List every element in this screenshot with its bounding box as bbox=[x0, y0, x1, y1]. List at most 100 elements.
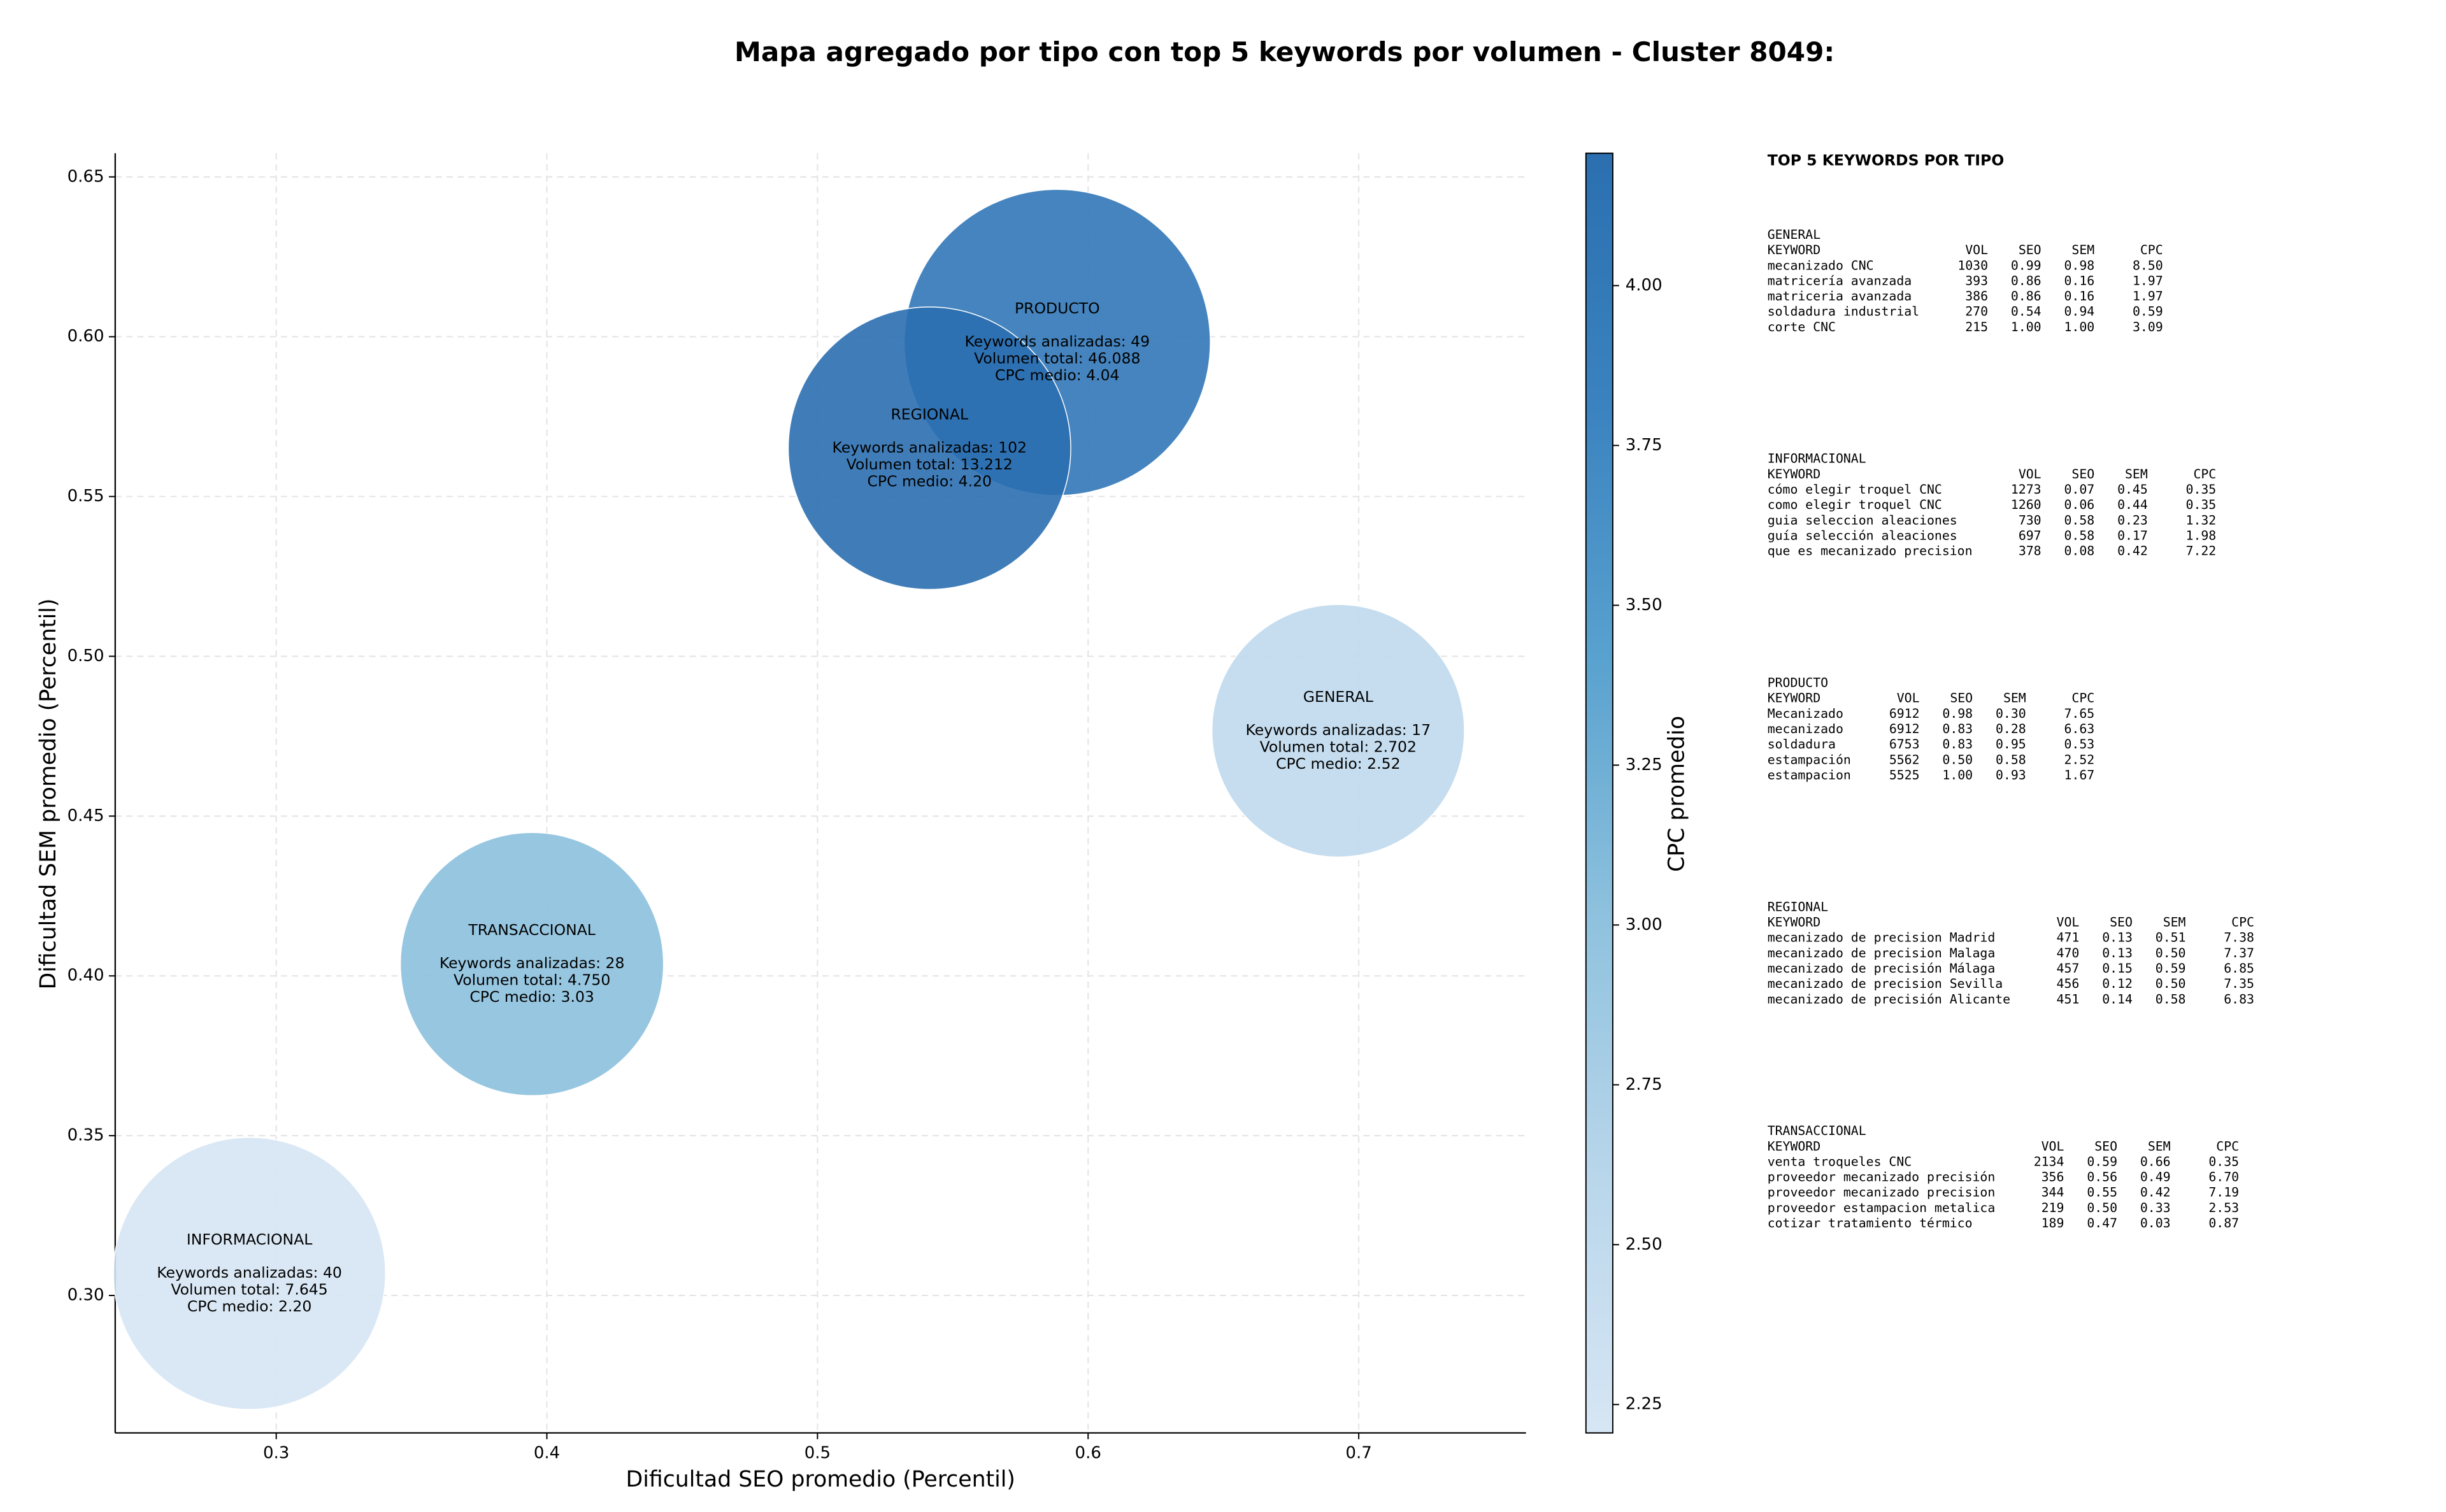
table-cell: proveedor estampacion metalica bbox=[1768, 1201, 1996, 1215]
table-cell: 6912 bbox=[1889, 722, 1920, 736]
table-cell: 470 bbox=[2057, 946, 2080, 960]
table-cell: 0.59 bbox=[2087, 1154, 2117, 1169]
colorbar-tick-label: 2.50 bbox=[1626, 1235, 1663, 1254]
table-cell: 0.44 bbox=[2117, 497, 2148, 512]
table-header: SEM bbox=[2163, 915, 2186, 929]
section-name: INFORMACIONAL bbox=[1768, 452, 1866, 466]
table-cell: 0.83 bbox=[1942, 722, 1973, 736]
table-cell: 1.97 bbox=[2133, 289, 2163, 304]
table-header: CPC bbox=[2231, 915, 2254, 929]
table-cell: 3.09 bbox=[2133, 320, 2163, 334]
table-cell: mecanizado de precisión Málaga bbox=[1768, 961, 1996, 976]
table-header: SEO bbox=[1950, 691, 1973, 706]
table-cell: 0.58 bbox=[2156, 992, 2186, 1006]
table-cell: 0.16 bbox=[2064, 273, 2094, 288]
table-cell: 0.55 bbox=[2087, 1185, 2117, 1200]
table-cell: 1.00 bbox=[1942, 767, 1973, 782]
table-cell: 0.03 bbox=[2140, 1216, 2171, 1230]
table-cell: 1273 bbox=[2011, 482, 2042, 497]
bubble-annotation: Volumen total: 7.645 bbox=[171, 1280, 327, 1298]
x-tick-label: 0.4 bbox=[534, 1444, 560, 1463]
table-cell: 0.28 bbox=[1996, 722, 2026, 736]
table-cell: 457 bbox=[2057, 961, 2080, 976]
table-cell: 471 bbox=[2057, 931, 2080, 945]
bubble-annotation: Keywords analizadas: 49 bbox=[964, 332, 1150, 350]
table-cell: 0.95 bbox=[1996, 737, 2026, 752]
table-cell: 0.35 bbox=[2208, 1154, 2239, 1169]
table-cell: 0.83 bbox=[1942, 737, 1973, 752]
table-cell: 1.00 bbox=[2011, 320, 2042, 334]
table-cell: 2.53 bbox=[2208, 1201, 2239, 1215]
table-header: SEO bbox=[2019, 243, 2042, 257]
table-cell: 6.83 bbox=[2224, 992, 2254, 1006]
table-cell: 6.85 bbox=[2224, 961, 2254, 976]
table-header: CPC bbox=[2140, 243, 2163, 257]
table-header: VOL bbox=[2019, 467, 2042, 481]
bubble-annotation: Keywords analizadas: 40 bbox=[157, 1264, 342, 1281]
table-cell: mecanizado de precisión Alicante bbox=[1768, 992, 2010, 1006]
table-cell: soldadura bbox=[1768, 737, 1836, 752]
table-cell: mecanizado CNC bbox=[1768, 258, 1874, 273]
x-tick-label: 0.5 bbox=[805, 1444, 831, 1463]
table-cell: 0.35 bbox=[2186, 497, 2217, 512]
table-cell: 0.30 bbox=[1996, 706, 2026, 721]
table-header: SEO bbox=[2110, 915, 2133, 929]
colorbar-tick-label: 3.50 bbox=[1626, 596, 1663, 615]
table-cell: proveedor mecanizado precision bbox=[1768, 1185, 1996, 1200]
table-cell: 0.54 bbox=[2011, 304, 2042, 319]
table-cell: 0.87 bbox=[2208, 1216, 2239, 1230]
table-cell: 0.49 bbox=[2140, 1170, 2171, 1185]
table-cell: 7.38 bbox=[2224, 931, 2254, 945]
table-cell: 7.37 bbox=[2224, 946, 2254, 960]
table-header: SEM bbox=[2148, 1139, 2171, 1153]
bubble bbox=[113, 1137, 386, 1410]
bubble-annotation: Volumen total: 13.212 bbox=[847, 455, 1013, 473]
table-cell: 0.13 bbox=[2102, 931, 2133, 945]
bubble bbox=[787, 306, 1071, 590]
table-cell: 0.35 bbox=[2186, 482, 2217, 497]
table-cell: cotizar tratamiento térmico bbox=[1768, 1216, 1973, 1230]
table-cell: 0.51 bbox=[2156, 931, 2186, 945]
table-cell: 2.52 bbox=[2064, 752, 2094, 767]
table-cell: mecanizado de precision Sevilla bbox=[1768, 976, 2003, 991]
y-tick-label: 0.55 bbox=[68, 487, 104, 506]
y-tick-label: 0.45 bbox=[68, 806, 104, 825]
table-header: VOL bbox=[1897, 691, 1920, 706]
table-cell: 386 bbox=[1965, 289, 1988, 304]
bubble-annotation: Keywords analizadas: 28 bbox=[440, 954, 625, 972]
bubble bbox=[399, 832, 664, 1096]
table-cell: 215 bbox=[1965, 320, 1988, 334]
table-header: KEYWORD bbox=[1768, 691, 1820, 706]
table-cell: 0.23 bbox=[2117, 513, 2148, 527]
table-cell: 1260 bbox=[2011, 497, 2042, 512]
table-cell: mecanizado de precision Malaga bbox=[1768, 946, 1996, 960]
bubble-annotation: CPC medio: 4.20 bbox=[868, 472, 992, 490]
y-tick-label: 0.40 bbox=[68, 966, 104, 985]
table-cell: 7.35 bbox=[2224, 976, 2254, 991]
table-cell: 378 bbox=[2019, 544, 2042, 559]
section-name: PRODUCTO bbox=[1768, 676, 1828, 690]
bubble-annotation: Keywords analizadas: 102 bbox=[832, 438, 1027, 456]
table-cell: matricería avanzada bbox=[1768, 273, 1912, 288]
table-cell: 0.15 bbox=[2102, 961, 2133, 976]
table-cell: 0.17 bbox=[2117, 529, 2148, 543]
bubble-name: REGIONAL bbox=[890, 405, 968, 423]
table-cell: 7.22 bbox=[2186, 544, 2217, 559]
table-cell: cómo elegir troquel CNC bbox=[1768, 482, 1942, 497]
table-header: SEO bbox=[2071, 467, 2094, 481]
table-cell: 1.67 bbox=[2064, 767, 2094, 782]
table-header: VOL bbox=[2042, 1139, 2064, 1153]
bubble-annotation: Volumen total: 46.088 bbox=[974, 350, 1140, 367]
table-cell: 2134 bbox=[2034, 1154, 2064, 1169]
table-cell: guia seleccion aleaciones bbox=[1768, 513, 1957, 527]
colorbar-tick-label: 3.25 bbox=[1626, 755, 1663, 774]
colorbar bbox=[1585, 152, 1613, 1434]
table-cell: 1.97 bbox=[2133, 273, 2163, 288]
colorbar-tick-label: 2.75 bbox=[1626, 1075, 1663, 1094]
colorbar-tick-label: 3.75 bbox=[1626, 436, 1663, 455]
table-cell: 6.70 bbox=[2208, 1170, 2239, 1185]
bubble-name: PRODUCTO bbox=[1015, 299, 1100, 317]
bubble-annotation: CPC medio: 3.03 bbox=[469, 988, 594, 1006]
section-name: REGIONAL bbox=[1768, 899, 1828, 914]
